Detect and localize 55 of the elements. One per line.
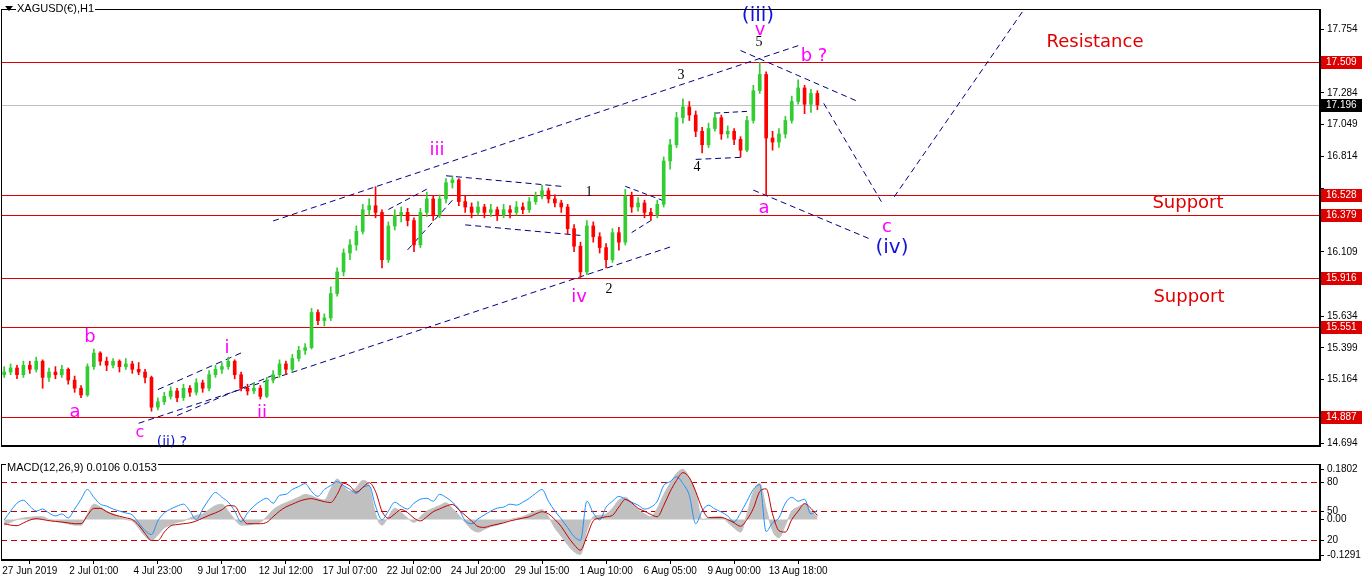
x-tick-label: 4 Jul 23:00	[133, 564, 183, 576]
annotation: Resistance	[1046, 29, 1144, 51]
annotation: iv	[571, 284, 588, 306]
y-tick-label: 17.284	[1327, 86, 1359, 98]
annotation: 1	[585, 183, 593, 199]
annotation: Support	[1153, 284, 1225, 306]
x-tick-label: 29 Jul 15:00	[514, 564, 570, 576]
x-tick-label: 12 Jul 12:00	[258, 564, 314, 576]
annotation: a	[758, 195, 770, 217]
y-tick-label: 16.109	[1327, 245, 1359, 257]
annotation: b ?	[800, 43, 828, 65]
annotation: i	[224, 335, 230, 357]
x-tick-label: 27 Jun 2019	[2, 564, 58, 576]
x-tick-label: 9 Jul 17:00	[197, 564, 247, 576]
annotation: ii	[256, 400, 268, 422]
annotation: b	[84, 324, 96, 346]
x-tick-label: 6 Aug 05:00	[643, 564, 698, 576]
x-tick-label: 9 Aug 00:00	[707, 564, 762, 576]
chart-title: MACD(12,26,9) 0.0106 0.0153	[6, 461, 158, 474]
annotation: (iv)	[875, 234, 909, 259]
y2-tick-label: 80	[1327, 476, 1339, 488]
ref-line-label: 16.379	[1326, 209, 1358, 221]
annotation: c	[882, 214, 892, 236]
ref-line-label: 17.509	[1326, 56, 1358, 68]
annotation: a	[69, 399, 81, 421]
y-tick-label: 15.399	[1327, 341, 1359, 353]
y-tick-label: 17.754	[1327, 23, 1359, 35]
y-tick-label: 15.164	[1327, 373, 1359, 385]
x-tick-label: 2 Jul 01:00	[69, 564, 119, 576]
y-tick-label: 17.049	[1327, 118, 1359, 130]
line-series	[3, 476, 818, 541]
ref-line-label: 15.551	[1326, 321, 1358, 333]
y-tick-label: -0.1291	[1327, 549, 1362, 561]
chart-title: XAGUSD(€),H1	[16, 2, 96, 15]
ref-line-label: 17.196	[1326, 99, 1358, 111]
y-tick-label: 16.814	[1327, 150, 1359, 162]
x-tick-label: 17 Jul 07:00	[322, 564, 378, 576]
y2-tick-label: 20	[1327, 534, 1339, 546]
y-tick-label: 14.694	[1327, 436, 1359, 448]
annotation: (iii)	[741, 2, 775, 27]
y-tick-label: 0.1802	[1327, 463, 1359, 474]
y-tick-label: 15.634	[1327, 309, 1359, 321]
annotation: Support	[1152, 190, 1224, 212]
ref-line-label: 14.887	[1326, 411, 1358, 423]
ref-line-label: 15.916	[1326, 272, 1358, 284]
annotation: 4	[693, 158, 701, 174]
x-tick-label: 1 Aug 10:00	[579, 564, 634, 576]
annotation: iii	[429, 137, 445, 159]
x-tick-label: 22 Jul 02:00	[386, 564, 442, 576]
annotation: c	[135, 422, 145, 442]
annotation: 2	[605, 280, 613, 296]
x-tick-label: 24 Jul 20:00	[450, 564, 506, 576]
ref-line-label: 16.528	[1326, 189, 1358, 201]
x-tick-label: 13 Aug 18:00	[768, 564, 829, 576]
annotation: 3	[677, 66, 685, 82]
